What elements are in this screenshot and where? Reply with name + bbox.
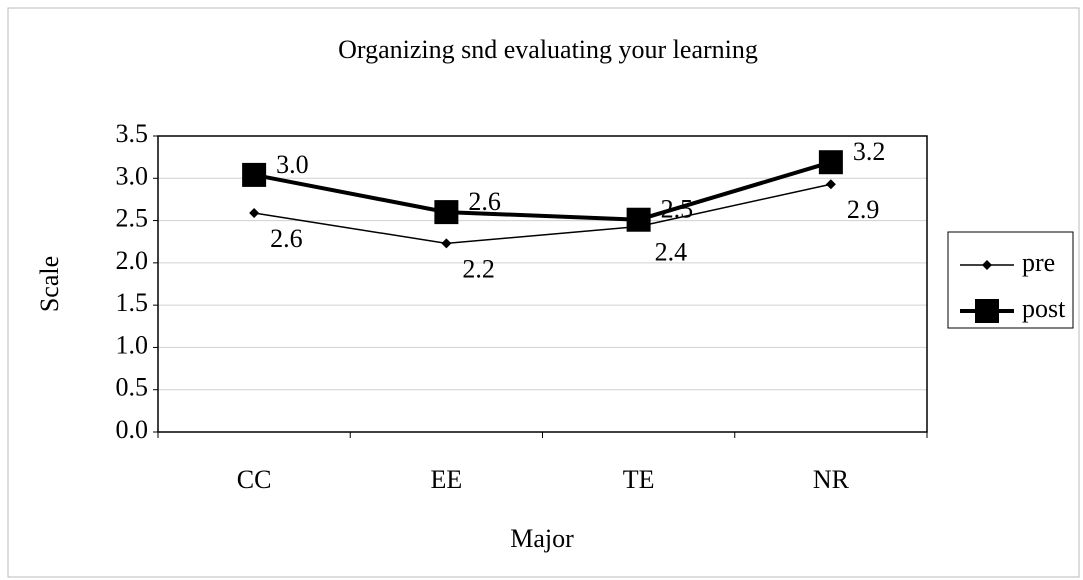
- data-point: [626, 207, 651, 232]
- y-tick-label: 0.5: [116, 373, 149, 402]
- y-tick-label: 0.0: [116, 415, 149, 444]
- x-tick-label: NR: [813, 465, 850, 494]
- data-label: 2.6: [270, 224, 303, 253]
- y-tick-label: 3.0: [116, 161, 149, 190]
- data-label: 2.4: [655, 237, 688, 266]
- data-label: 2.9: [847, 195, 880, 224]
- y-tick-label: 2.0: [116, 246, 149, 275]
- y-tick-label: 1.0: [116, 330, 149, 359]
- data-label: 2.5: [661, 195, 694, 224]
- y-tick-label: 1.5: [116, 288, 149, 317]
- data-point: [825, 179, 836, 190]
- data-point: [434, 200, 459, 225]
- x-axis-label: Major: [510, 524, 574, 553]
- data-point: [818, 150, 843, 175]
- data-label: 2.2: [462, 254, 495, 283]
- series-line: [254, 183, 832, 245]
- chart-border: [7, 7, 1080, 578]
- chart-title: Organizing snd evaluating your learning: [338, 35, 758, 64]
- x-tick-label: TE: [623, 465, 655, 494]
- legend-marker: [982, 260, 992, 270]
- y-tick-label: 2.5: [116, 204, 149, 233]
- data-label: 3.0: [276, 150, 309, 179]
- y-tick-label: 3.5: [116, 119, 149, 148]
- data-point: [441, 238, 452, 249]
- legend-label: pre: [1022, 248, 1055, 277]
- legend-box: [947, 231, 1074, 329]
- series-line: [253, 160, 832, 222]
- y-axis-label: Scale: [35, 256, 64, 312]
- data-label: 2.6: [468, 187, 501, 216]
- legend-marker: [975, 299, 999, 323]
- data-label: 3.2: [853, 137, 886, 166]
- x-tick-label: EE: [430, 465, 462, 494]
- x-tick-label: CC: [237, 465, 272, 494]
- legend-label: post: [1022, 294, 1066, 323]
- data-point: [249, 207, 260, 218]
- data-point: [242, 162, 267, 187]
